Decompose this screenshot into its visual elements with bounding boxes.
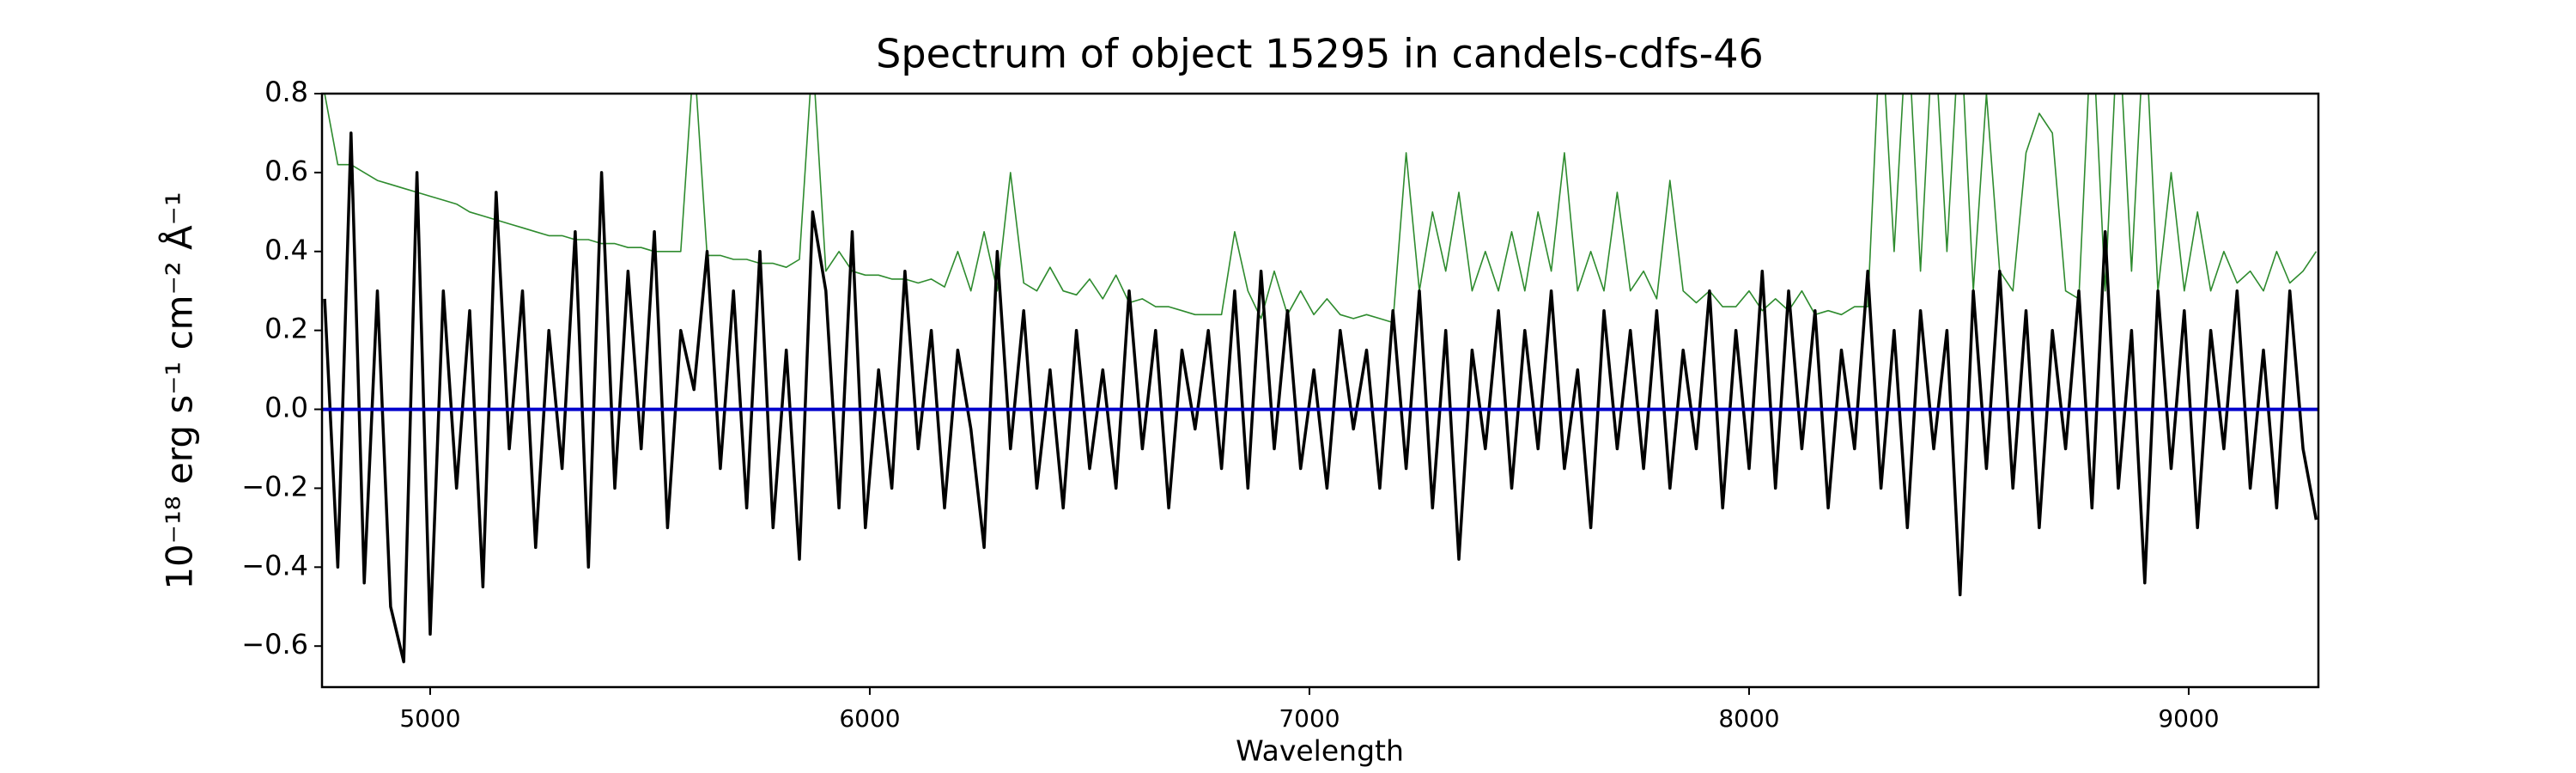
y-tick-label: 0.2 xyxy=(264,313,308,345)
y-tick-label: −0.6 xyxy=(241,628,308,660)
y-tick-label: −0.4 xyxy=(241,549,308,581)
x-tick-label: 8000 xyxy=(1718,704,1779,733)
chart-title: Spectrum of object 15295 in candels-cdfs… xyxy=(876,31,1764,77)
axes-frame xyxy=(320,92,2320,689)
y-tick-label: 0.8 xyxy=(264,76,308,108)
x-tick-label: 7000 xyxy=(1279,704,1340,733)
series-line xyxy=(323,131,2318,664)
y-tick-label: 0.4 xyxy=(264,234,308,266)
y-tick-label: 0.6 xyxy=(264,155,308,187)
y-tick-label: −0.2 xyxy=(241,470,308,502)
plot-area xyxy=(322,94,2318,664)
y-axis-label: 10⁻¹⁸ erg s⁻¹ cm⁻² Å⁻¹ xyxy=(158,192,201,589)
x-tick-label: 6000 xyxy=(839,704,900,733)
y-tick-label: 0.0 xyxy=(264,392,308,424)
x-tick-label: 5000 xyxy=(399,704,460,733)
x-tick-label: 9000 xyxy=(2158,704,2219,733)
x-axis-label: Wavelength xyxy=(1236,734,1404,768)
